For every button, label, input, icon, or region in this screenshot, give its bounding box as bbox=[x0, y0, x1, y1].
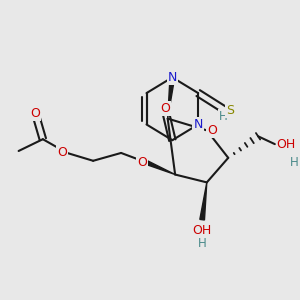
Text: O: O bbox=[57, 146, 67, 159]
Text: N: N bbox=[168, 71, 177, 84]
Text: O: O bbox=[207, 124, 217, 137]
Polygon shape bbox=[146, 161, 175, 175]
Polygon shape bbox=[168, 77, 175, 119]
Text: O: O bbox=[30, 107, 40, 120]
Text: H: H bbox=[290, 156, 298, 169]
Text: OH: OH bbox=[277, 138, 296, 151]
Text: O: O bbox=[137, 156, 147, 169]
Text: O: O bbox=[160, 102, 170, 115]
Text: N: N bbox=[194, 118, 203, 131]
Text: OH: OH bbox=[193, 224, 212, 237]
Text: H: H bbox=[219, 110, 227, 123]
Polygon shape bbox=[200, 182, 207, 220]
Text: S: S bbox=[226, 104, 234, 117]
Text: H: H bbox=[198, 237, 206, 250]
